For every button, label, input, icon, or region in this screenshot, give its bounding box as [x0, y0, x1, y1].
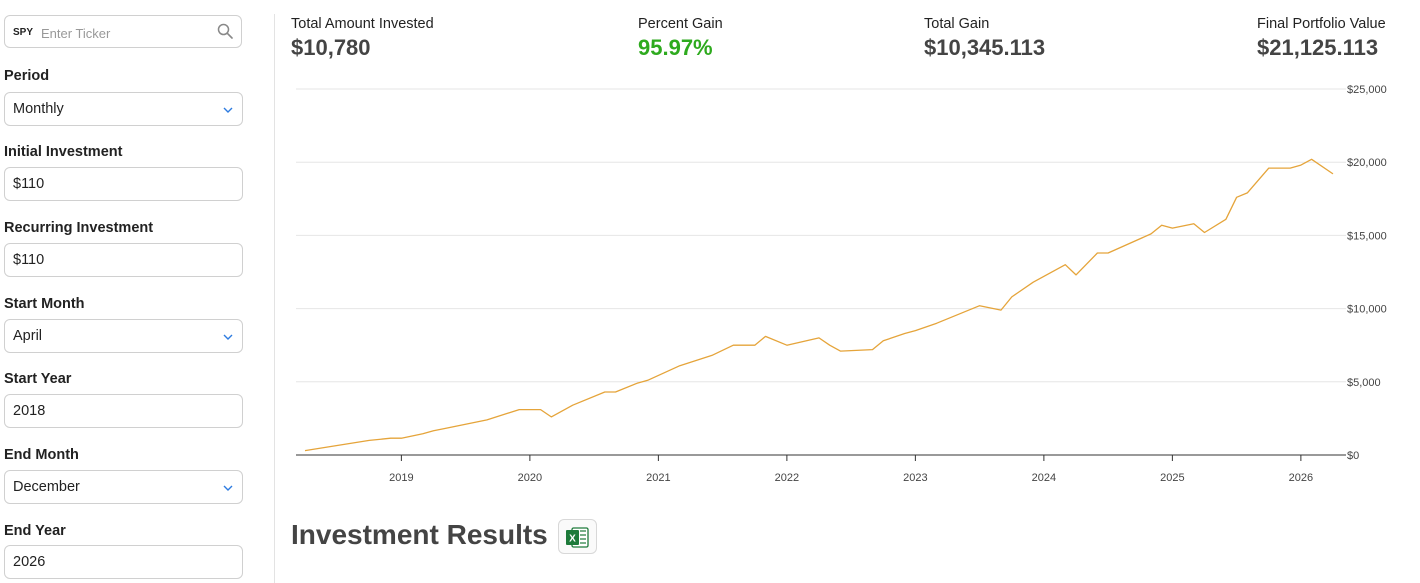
chevron-down-icon — [223, 107, 233, 113]
portfolio-chart: $0 $5,000 $10,000 $15,000 $20,000 $25,000 2019… — [296, 84, 1387, 484]
x-tick-label: 2024 — [1032, 472, 1056, 484]
end-year-label: End Year — [4, 523, 66, 539]
final-value-stat: Final Portfolio Value $21,125.113 — [1257, 16, 1386, 61]
final-value-value: $21,125.113 — [1257, 35, 1379, 60]
period-value: Monthly — [13, 101, 64, 117]
total-invested-stat: Total Amount Invested $10,780 — [291, 16, 434, 61]
start-year-label: Start Year — [4, 371, 72, 387]
x-tick-label: 2019 — [389, 472, 413, 484]
end-year-input[interactable]: 2026 — [4, 545, 243, 579]
total-gain-value: $10,345.113 — [924, 35, 1046, 60]
recurring-investment-label: Recurring Investment — [4, 220, 154, 236]
search-icon[interactable] — [217, 23, 233, 39]
chevron-down-icon — [223, 334, 233, 340]
ticker-search-input[interactable] — [39, 21, 213, 45]
y-tick-label: $15,000 — [1347, 230, 1387, 242]
start-year-input[interactable]: 2018 — [4, 394, 243, 428]
ticker-symbol: SPY — [13, 27, 34, 38]
initial-investment-value: $110 — [13, 176, 45, 192]
results-title: Investment Results — [291, 519, 548, 550]
y-tick-label: $20,000 — [1347, 157, 1387, 169]
excel-icon: X — [566, 527, 589, 548]
portfolio-value-line — [304, 158, 1334, 452]
y-tick-label: $25,000 — [1347, 84, 1387, 96]
start-year-value: 2018 — [13, 403, 46, 419]
excel-export-button[interactable]: X — [558, 519, 597, 554]
y-tick-label: $5,000 — [1347, 377, 1381, 389]
end-month-label: End Month — [4, 447, 79, 463]
period-select[interactable]: Monthly — [4, 92, 243, 126]
chevron-down-icon — [223, 485, 233, 491]
x-tick-label: 2023 — [903, 472, 927, 484]
total-gain-label: Total Gain — [924, 16, 990, 32]
y-tick-label: $10,000 — [1347, 304, 1387, 316]
x-tick-label: 2025 — [1160, 472, 1184, 484]
final-value-label: Final Portfolio Value — [1257, 16, 1386, 32]
start-month-value: April — [13, 328, 43, 344]
x-tick-label: 2026 — [1289, 472, 1313, 484]
end-year-value: 2026 — [13, 554, 46, 570]
total-gain-stat: Total Gain $10,345.113 — [924, 16, 1045, 61]
start-month-select[interactable]: April — [4, 319, 243, 353]
initial-investment-label: Initial Investment — [4, 144, 123, 160]
x-tick-label: 2021 — [646, 472, 670, 484]
total-invested-value: $10,780 — [291, 35, 371, 60]
percent-gain-label: Percent Gain — [638, 16, 723, 32]
y-tick-label: $0 — [1347, 450, 1359, 462]
x-tick-label: 2020 — [518, 472, 542, 484]
end-month-select[interactable]: December — [4, 470, 243, 504]
end-month-value: December — [13, 479, 80, 495]
recurring-investment-input[interactable]: $110 — [4, 243, 243, 277]
start-month-label: Start Month — [4, 296, 85, 312]
recurring-investment-value: $110 — [13, 252, 45, 268]
results-panel: Total Amount Invested $10,780 Percent Ga… — [275, 0, 1420, 583]
svg-text:X: X — [569, 534, 576, 545]
settings-sidebar: SPY Period Monthly Initial Investment $1… — [0, 0, 250, 583]
percent-gain-stat: Percent Gain 95.97% — [638, 16, 723, 61]
panel-divider — [274, 14, 275, 583]
ticker-search-box[interactable]: SPY — [4, 15, 242, 48]
initial-investment-input[interactable]: $110 — [4, 167, 243, 201]
percent-gain-value: 95.97% — [638, 35, 713, 60]
period-label: Period — [4, 68, 50, 84]
total-invested-label: Total Amount Invested — [291, 16, 434, 32]
x-tick-label: 2022 — [775, 472, 799, 484]
